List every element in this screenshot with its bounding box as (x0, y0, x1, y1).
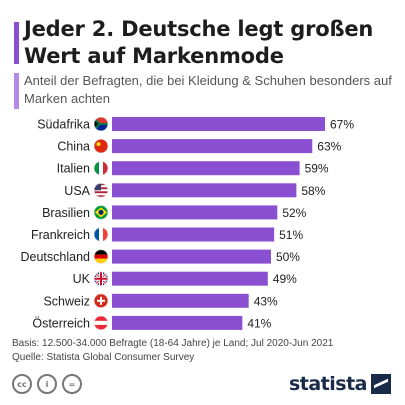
bar (112, 227, 275, 242)
subtitle-accent-bar (14, 73, 19, 109)
category-label: USA (64, 184, 90, 198)
logo-mark-icon (371, 374, 391, 394)
usa-flag-icon (93, 183, 109, 198)
cc-icon[interactable]: cc (12, 374, 32, 394)
bar (112, 315, 243, 330)
bar (112, 249, 271, 264)
bar (112, 293, 249, 308)
value-label: 58% (301, 184, 325, 198)
bar (112, 271, 268, 286)
brazil-flag-icon (93, 205, 109, 220)
value-label: 52% (282, 206, 306, 220)
statista-logo[interactable]: statista (289, 373, 391, 395)
chart-title: Jeder 2. Deutsche legt großen Wert auf M… (24, 17, 374, 68)
category-label: Österreich (32, 316, 90, 330)
value-label: 67% (330, 118, 354, 132)
category-label: Deutschland (21, 250, 91, 264)
bar (112, 161, 300, 176)
value-label: 41% (247, 316, 271, 330)
category-label: Südafrika (37, 118, 90, 132)
value-label: 63% (317, 140, 341, 154)
category-label: Italien (57, 162, 90, 176)
category-label: UK (73, 272, 91, 286)
title-accent-bar (14, 22, 19, 64)
china-flag-icon (93, 139, 109, 154)
equals-icon[interactable]: = (62, 374, 82, 394)
category-label: Brasilien (42, 206, 90, 220)
value-label: 43% (254, 294, 278, 308)
value-label: 50% (276, 250, 300, 264)
category-label: China (57, 140, 90, 154)
footnote: Basis: 12.500-34.000 Befragte (18-64 Jah… (12, 337, 333, 365)
south-africa-flag-icon (93, 116, 109, 132)
footer: cc i = statista (0, 368, 405, 405)
bar-chart: Südafrika 67% China 63% Italien 59% USA 58% Bras… (21, 116, 354, 330)
uk-flag-icon (93, 271, 109, 286)
value-label: 49% (273, 272, 297, 286)
license-icons: cc i = (12, 374, 82, 394)
category-label: Schweiz (43, 294, 90, 308)
italy-flag-icon (93, 161, 109, 176)
category-label: Frankreich (31, 228, 90, 242)
value-label: 51% (279, 228, 303, 242)
bar (112, 205, 278, 220)
france-flag-icon (93, 227, 109, 242)
logo-text: statista (288, 373, 368, 395)
by-person-icon[interactable]: i (37, 374, 57, 394)
germany-flag-icon (93, 249, 109, 264)
footnote-basis: Basis: 12.500-34.000 Befragte (18-64 Jah… (12, 338, 334, 349)
footnote-source: Quelle: Statista Global Consumer Survey (12, 352, 195, 363)
chart-subtitle: Anteil der Befragten, die bei Kleidung &… (24, 73, 392, 106)
value-label: 59% (305, 162, 329, 176)
switzerland-flag-icon (93, 293, 109, 308)
bar (112, 139, 313, 154)
bar (112, 117, 325, 131)
bar (112, 183, 297, 198)
austria-flag-icon (93, 315, 109, 330)
